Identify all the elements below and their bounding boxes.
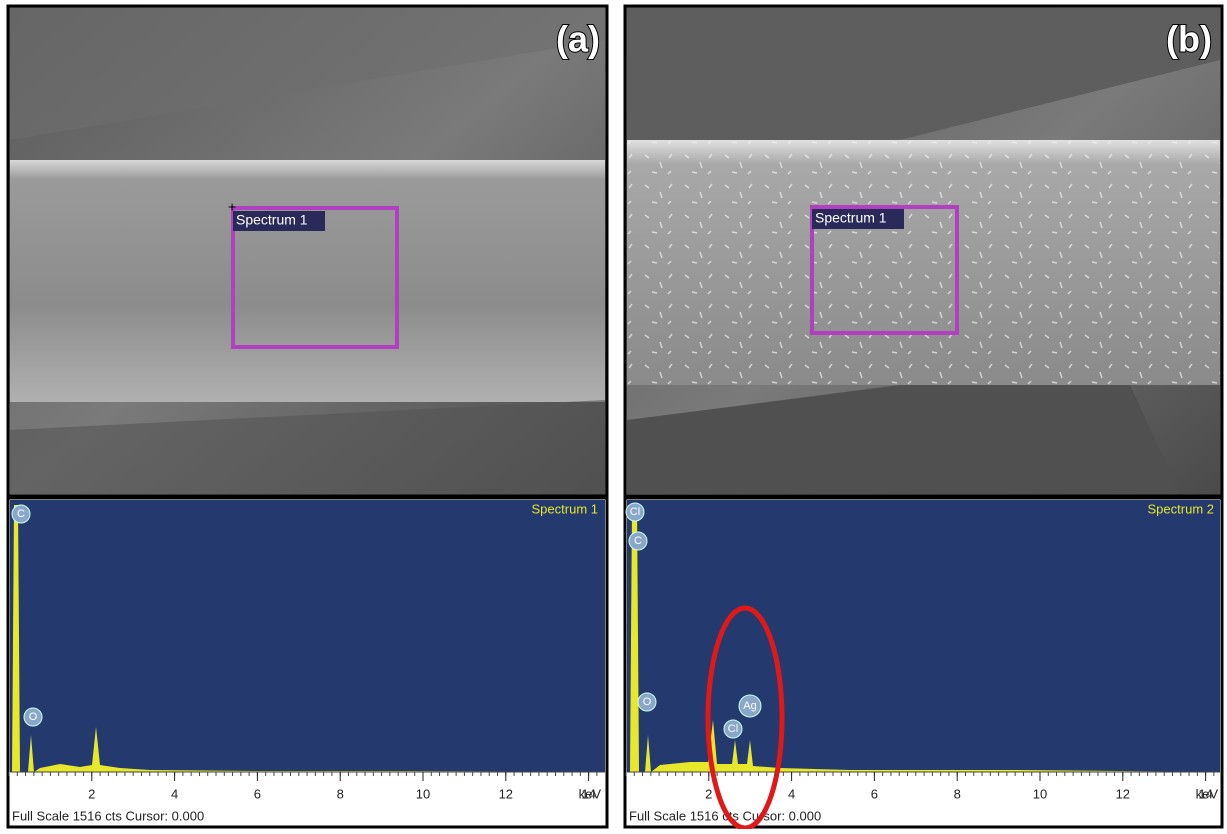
x-tick-label: 14 [581, 786, 595, 801]
spectrum-name: Spectrum 2 [1148, 501, 1214, 516]
x-tick-label: 10 [1033, 786, 1047, 801]
peak-label: C [17, 508, 25, 520]
footer: Full Scale 1516 cts Cursor: 0.000 [12, 808, 204, 823]
x-tick-label: 8 [954, 786, 961, 801]
x-tick-label: 2 [705, 786, 712, 801]
peak-label: C [634, 535, 642, 547]
panel-label: (b) [1166, 19, 1212, 60]
panel-b: Spectrum 1 (b) Spectrum 2 Cl C O Cl Ag k… [625, 6, 1222, 828]
peak-label: Cl [728, 723, 738, 735]
cursor: + [228, 199, 236, 215]
x-tick-label: 2 [88, 786, 95, 801]
roi-label: Spectrum 1 [815, 210, 887, 226]
spectrum-area [627, 500, 1220, 772]
x-tick-label: 6 [254, 786, 261, 801]
peak-label: O [29, 711, 38, 723]
x-tick-label: 14 [1198, 786, 1212, 801]
fiber [10, 160, 605, 402]
peak-label: Ag [743, 700, 756, 712]
x-tick-label: 4 [171, 786, 178, 801]
panel-a: Spectrum 1 + (a) Spectrum 1 C O keV Full… [8, 6, 607, 827]
peak-label: O [643, 696, 652, 708]
panel-label: (a) [556, 19, 600, 60]
x-tick-label: 12 [1116, 786, 1130, 801]
x-tick-label: 12 [499, 786, 513, 801]
spectrum-area [10, 500, 605, 772]
spectrum-name: Spectrum 1 [532, 501, 598, 516]
particles [627, 140, 1220, 385]
x-tick-label: 8 [337, 786, 344, 801]
figure: Spectrum 1 + (a) Spectrum 1 C O keV Full… [0, 0, 1227, 829]
x-tick-label: 6 [871, 786, 878, 801]
x-tick-label: 10 [416, 786, 430, 801]
x-tick-label: 4 [788, 786, 795, 801]
roi-label: Spectrum 1 [236, 212, 308, 228]
peak-label: Cl [630, 506, 640, 518]
